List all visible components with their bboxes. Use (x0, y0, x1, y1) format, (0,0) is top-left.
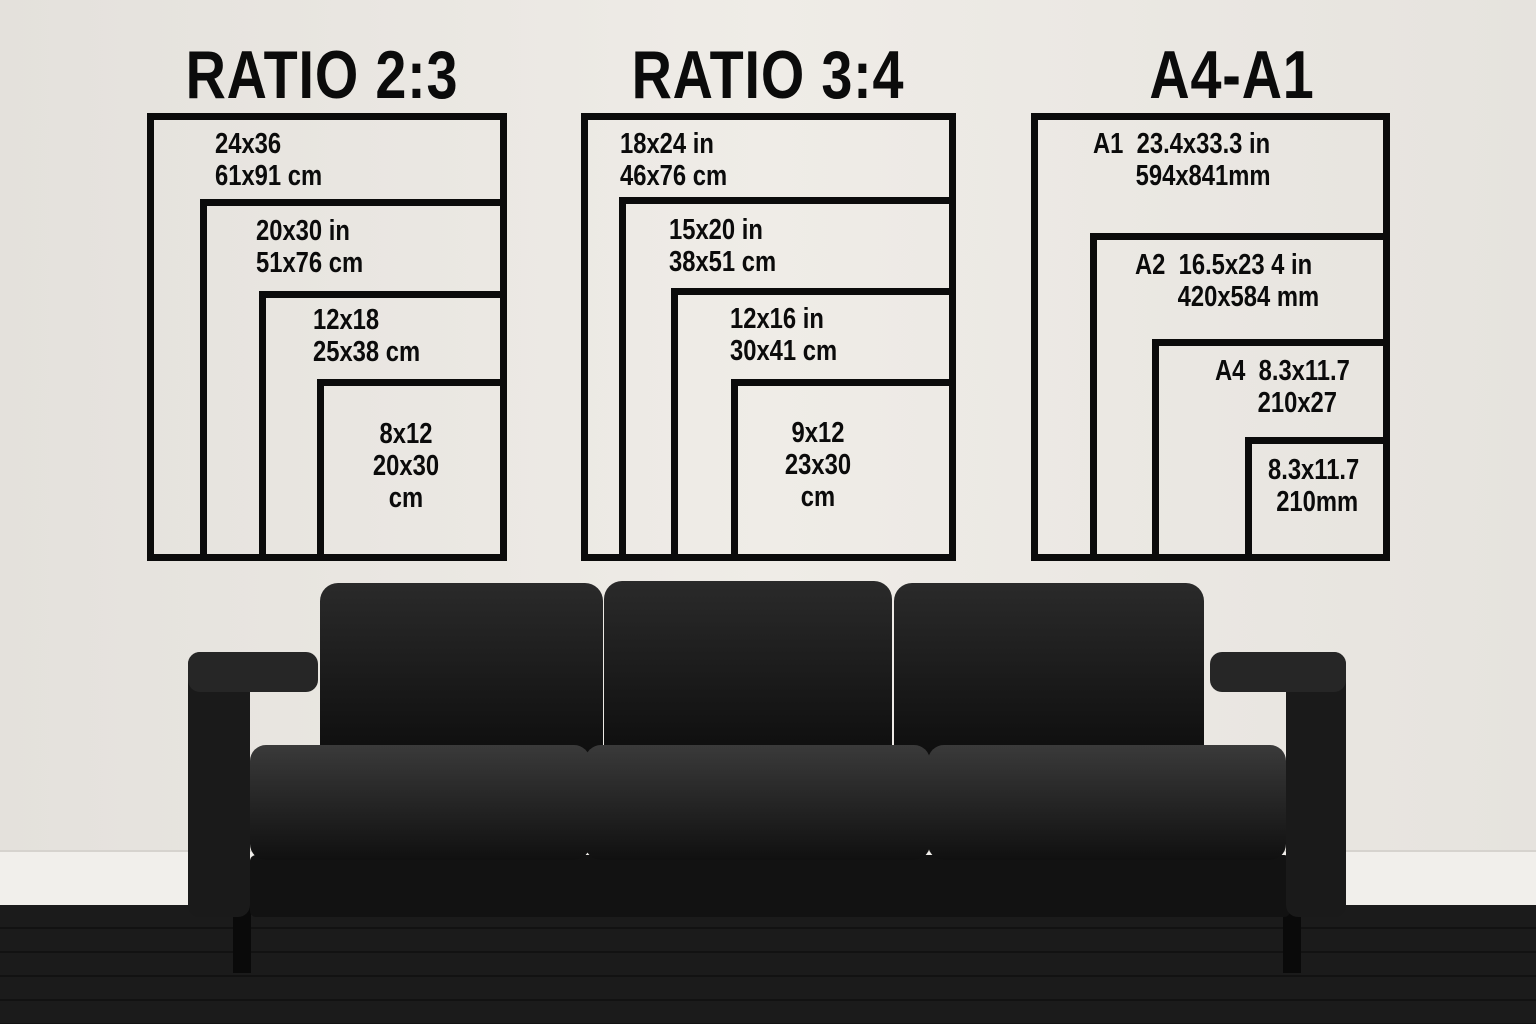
size-label: 12x18 25x38 cm (313, 304, 421, 368)
size-label: A4 8.3x11.7 210x27 (1215, 355, 1350, 419)
floor (0, 905, 1536, 1024)
frame-24x36 (147, 113, 507, 561)
back-cushion (320, 583, 603, 763)
group-title-ratio-3-4: RATIO 3:4 (631, 37, 905, 113)
back-cushion (894, 583, 1204, 763)
frame-12x16 (671, 288, 949, 554)
size-label: A1 23.4x33.3 in 594x841mm (1093, 128, 1271, 192)
frame-a1 (1031, 113, 1390, 561)
size-label: 8x12 20x30 cm (372, 418, 440, 514)
size-label: 12x16 in 30x41 cm (730, 303, 838, 367)
size-label: 18x24 in 46x76 cm (620, 128, 728, 192)
seat-cushion (585, 745, 930, 860)
frame-12x18 (259, 291, 500, 554)
group-title-ratio-2-3: RATIO 2:3 (185, 37, 459, 113)
seat-cushion (250, 745, 590, 860)
sofa-leg (1283, 905, 1301, 973)
group-title-a4-a1: A4-A1 (1149, 37, 1315, 113)
size-label: 20x30 in 51x76 cm (256, 215, 364, 279)
frame-a4 (1152, 339, 1383, 554)
frame-15x20 (619, 197, 949, 554)
size-label: 24x36 61x91 cm (215, 128, 323, 192)
sofa-base (250, 855, 1290, 917)
size-label: 8.3x11.7 210mm (1268, 454, 1360, 518)
right-arm (1286, 652, 1346, 917)
frame-a4-small (1245, 437, 1383, 554)
size-label: 15x20 in 38x51 cm (669, 214, 777, 278)
right-arm-top (1210, 652, 1346, 692)
frame-18x24 (581, 113, 956, 561)
size-label: 9x12 23x30 cm (784, 417, 852, 513)
frame-a2 (1090, 233, 1383, 554)
left-arm-top (188, 652, 318, 692)
seat-cushion (928, 745, 1286, 860)
frame-9x12 (731, 379, 949, 554)
sofa-leg (233, 905, 251, 973)
back-cushion (604, 581, 892, 763)
frame-20x30 (200, 199, 500, 554)
frame-8x12 (317, 379, 500, 554)
size-label: A2 16.5x23 4 in 420x584 mm (1135, 249, 1320, 313)
left-arm (188, 652, 250, 917)
